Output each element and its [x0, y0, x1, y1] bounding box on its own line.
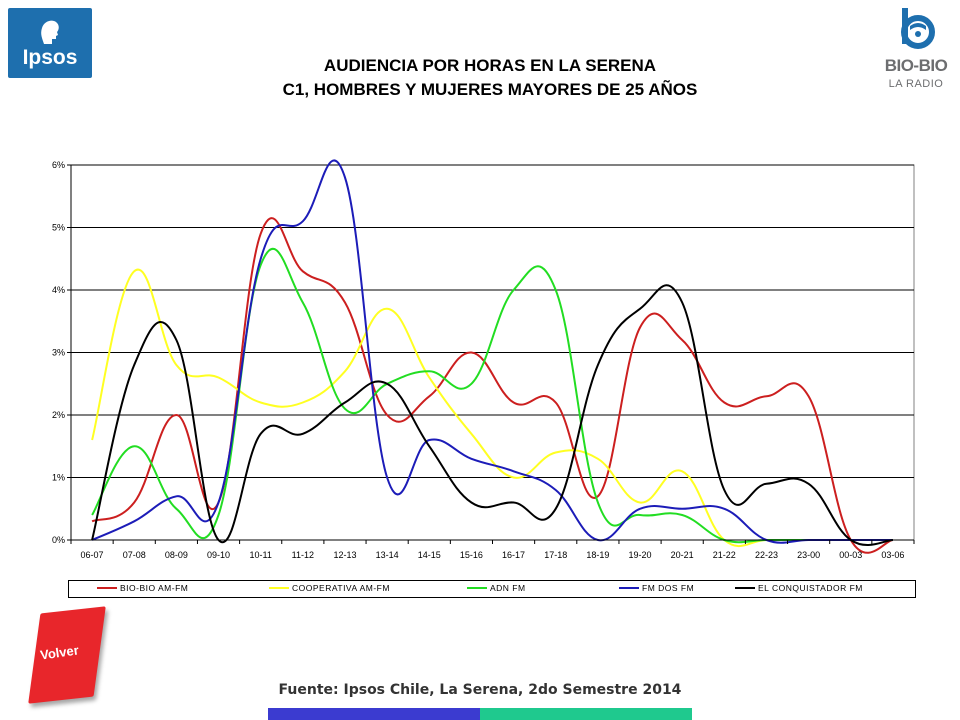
ytick-label-4: 4%	[52, 285, 65, 295]
xtick-label-3: 09-10	[207, 550, 230, 560]
ytick-label-2: 2%	[52, 410, 65, 420]
legend-label-2: ADN FM	[490, 583, 526, 593]
xtick-label-12: 18-19	[586, 550, 609, 560]
biobio-logo: BIO-BIO LA RADIO	[880, 6, 952, 102]
xtick-label-19: 03-06	[881, 550, 904, 560]
biobio-logo-sub: LA RADIO	[888, 78, 944, 90]
volver-button[interactable]: Volver	[26, 605, 114, 705]
legend-item-0: BIO-BIO AM-FM	[97, 583, 188, 595]
axis-layer: 0% 1% 2% 3% 4% 5% 6% 06-07 07-08 08-09 09-10 10-11 1…	[52, 160, 915, 560]
xtick-label-0: 06-07	[81, 550, 104, 560]
ytick-label-5: 5%	[52, 223, 65, 233]
footer-bar-green	[480, 708, 692, 720]
series-line-2	[91, 247, 893, 544]
chart-title-line2: C1, HOMBRES Y MUJERES MAYORES DE 25 AÑOS	[282, 80, 698, 99]
xtick-label-5: 11-12	[292, 550, 314, 560]
legend-label-3: FM DOS FM	[642, 583, 695, 593]
biobio-logo-name: BIO-BIO	[884, 56, 948, 75]
ipsos-logo: Ipsos	[8, 8, 92, 78]
audience-line-chart: 0% 1% 2% 3% 4% 5% 6% 06-07 07-08 08-09 09-10 10-11 1…	[52, 159, 915, 560]
legend-item-1: COOPERATIVA AM-FM	[269, 583, 390, 595]
source-note: Fuente: Ipsos Chile, La Serena, 2do Seme…	[278, 682, 682, 698]
ytick-label-3: 3%	[52, 348, 65, 358]
xtick-label-10: 16-17	[502, 550, 525, 560]
ytick-label-1: 1%	[52, 473, 65, 483]
xtick-label-17: 23-00	[797, 550, 820, 560]
xtick-label-9: 15-16	[460, 550, 483, 560]
series-layer	[91, 159, 894, 554]
xtick-label-1: 07-08	[123, 550, 146, 560]
xtick-label-18: 00-03	[839, 550, 862, 560]
legend-swatch-0	[97, 586, 117, 589]
ipsos-logo-text: Ipsos	[22, 46, 78, 69]
xtick-label-6: 12-13	[333, 550, 356, 560]
xtick-label-16: 22-23	[755, 550, 778, 560]
legend-item-2: ADN FM	[467, 583, 526, 595]
xtick-label-4: 10-11	[249, 550, 271, 560]
legend-label-0: BIO-BIO AM-FM	[120, 583, 189, 593]
legend-swatch-2	[467, 586, 487, 589]
legend-item-4: EL CONQUISTADOR FM	[735, 583, 863, 595]
ytick-label-6: 6%	[52, 160, 65, 170]
xtick-label-2: 08-09	[165, 550, 188, 560]
series-line-3	[91, 159, 893, 544]
legend-swatch-3	[619, 586, 639, 589]
legend-item-3: FM DOS FM	[619, 583, 694, 595]
chart-title-line1: AUDIENCIA POR HORAS EN LA SERENA	[323, 56, 657, 75]
chart-legend: BIO-BIO AM-FM COOPERATIVA AM-FM ADN FM FM D…	[68, 580, 916, 598]
ipsos-head-icon	[41, 20, 59, 44]
biobio-b-icon	[901, 8, 935, 49]
xtick-label-13: 19-20	[629, 550, 652, 560]
legend-swatch-4	[735, 586, 755, 589]
series-line-4	[91, 284, 894, 546]
ytick-label-0: 0%	[52, 535, 65, 545]
series-line-1	[91, 268, 893, 548]
xtick-label-11: 17-18	[544, 550, 567, 560]
xtick-label-7: 13-14	[376, 550, 399, 560]
footer-bar-blue	[268, 708, 480, 720]
legend-label-1: COOPERATIVA AM-FM	[292, 583, 390, 593]
xtick-label-14: 20-21	[671, 550, 694, 560]
xtick-label-8: 14-15	[418, 550, 441, 560]
xtick-label-15: 21-22	[713, 550, 736, 560]
legend-swatch-1	[269, 586, 289, 589]
legend-label-4: EL CONQUISTADOR FM	[758, 583, 863, 593]
grid-layer	[70, 164, 915, 541]
